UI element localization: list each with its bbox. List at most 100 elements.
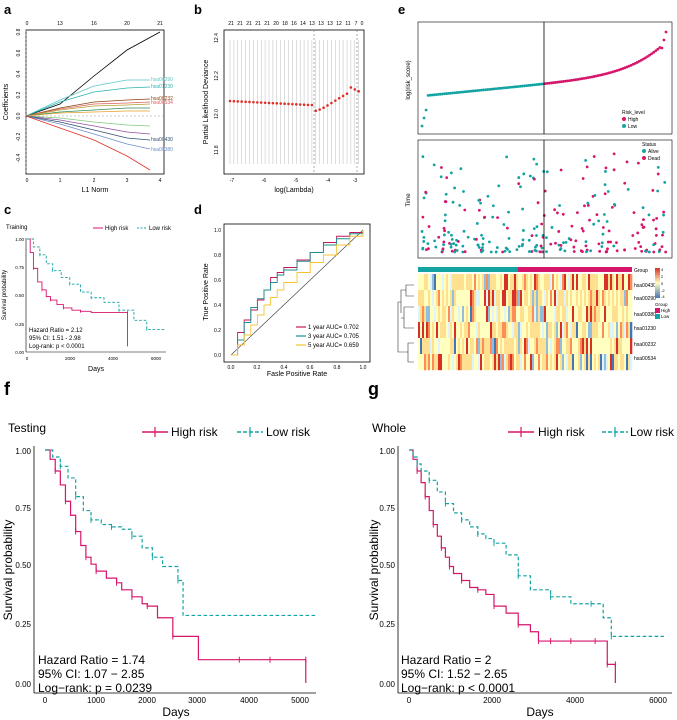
heatmap-cell [424,354,427,371]
panel-g-stats: Hazard Ratio = 2 95% CI: 1.52 − 2.65 Log… [401,653,515,695]
status-point [481,249,485,252]
svg-text:-2: -2 [661,288,665,293]
risk-point [422,116,426,120]
risk-point [453,91,457,95]
risk-point [648,53,651,57]
heatmap-cell [434,306,437,323]
svg-text:2000: 2000 [138,696,156,705]
heatmap-cell [464,354,467,371]
cv-point [349,86,353,89]
status-point [479,201,482,205]
heatmap-cell [438,290,441,307]
heatmap-cell [478,274,481,291]
heatmap-group-high-bar [518,267,632,272]
risk-point [521,84,524,88]
svg-text:hsa00232: hsa00232 [634,342,656,348]
risk-point [467,89,471,93]
heatmap-cell [470,322,473,339]
status-point [522,229,525,232]
heatmap-cell [628,338,631,355]
status-point [564,240,568,244]
status-point [532,227,536,231]
panel-b-frame [223,29,365,175]
heatmap-cell [622,338,625,355]
coef-path [25,101,151,117]
panel-a-line-labels: hsa00290 hsa01230 hsa00232 hsa00534 hsa0… [151,77,173,153]
status-point [443,219,447,223]
status-point [644,249,647,253]
panel-d-x-ticks: 0.0 0.2 0.4 0.6 0.8 1.0 [228,365,367,371]
status-point [454,243,458,247]
svg-text:0: 0 [26,178,29,184]
heatmap-cell [602,354,605,371]
risk-point [529,83,533,87]
status-point [530,234,534,238]
status-point [481,246,484,250]
status-point [605,250,608,253]
svg-text:0.8: 0.8 [334,365,341,371]
heatmap-cell [424,338,427,355]
heatmap-cell [614,338,617,355]
heatmap-cell [446,274,449,291]
status-point [660,245,664,249]
svg-text:1.00: 1.00 [15,237,24,242]
status-point [606,190,610,193]
status-point [486,194,490,198]
risk-point [506,86,510,89]
cv-point [345,92,349,96]
status-point [515,248,519,251]
status-point [626,187,630,191]
heatmap-cell [570,290,573,307]
risk-point [650,52,654,56]
status-point [557,230,561,233]
heatmap-cell [456,274,459,291]
heatmap-cell [576,290,579,307]
heatmap-cell [434,274,437,291]
status-point [422,240,426,243]
heatmap-cell [622,306,625,323]
km-curve-high-risk [409,449,616,683]
status-point [466,235,470,239]
heatmap-cell [530,322,533,339]
risk-point [447,91,451,95]
heatmap-cell [494,274,497,291]
status-point [527,238,531,242]
svg-text:0.0: 0.0 [16,112,22,119]
heatmap-cell [580,290,583,307]
panel-e-risk-points [420,30,668,128]
heatmap-cell [530,274,533,291]
status-point [637,241,641,244]
heatmap-cell [608,338,611,355]
heatmap-cell [500,354,503,371]
status-point [623,248,626,252]
status-point [522,172,526,176]
status-point [532,177,536,181]
heatmap-cell [472,274,475,291]
heatmap-cell [548,354,551,371]
status-point [505,155,509,159]
heatmap-cell [580,354,583,371]
svg-text:5 year AUC= 0.659: 5 year AUC= 0.659 [308,343,360,349]
cv-point [248,100,251,104]
svg-text:0: 0 [26,21,29,27]
heatmap-cell [598,354,601,371]
heatmap-cell [452,322,455,339]
status-point [605,220,609,223]
status-point [581,177,585,180]
heatmap-cell [584,290,587,307]
heatmap-cell [566,338,569,355]
heatmap-cell [546,338,549,355]
risk-point [539,82,543,86]
risk-point [463,90,467,94]
legend-low-risk: Low risk [630,425,675,439]
heatmap-cell [626,306,629,323]
svg-text:11: 11 [345,21,350,27]
status-point [554,241,557,245]
heatmap-cell [438,274,441,291]
svg-text:16: 16 [291,21,297,27]
heatmap-cell [604,290,607,307]
svg-text:Low: Low [628,124,638,130]
heatmap-cell [494,322,497,339]
risk-point [492,87,496,91]
heatmap-cell [582,290,585,307]
